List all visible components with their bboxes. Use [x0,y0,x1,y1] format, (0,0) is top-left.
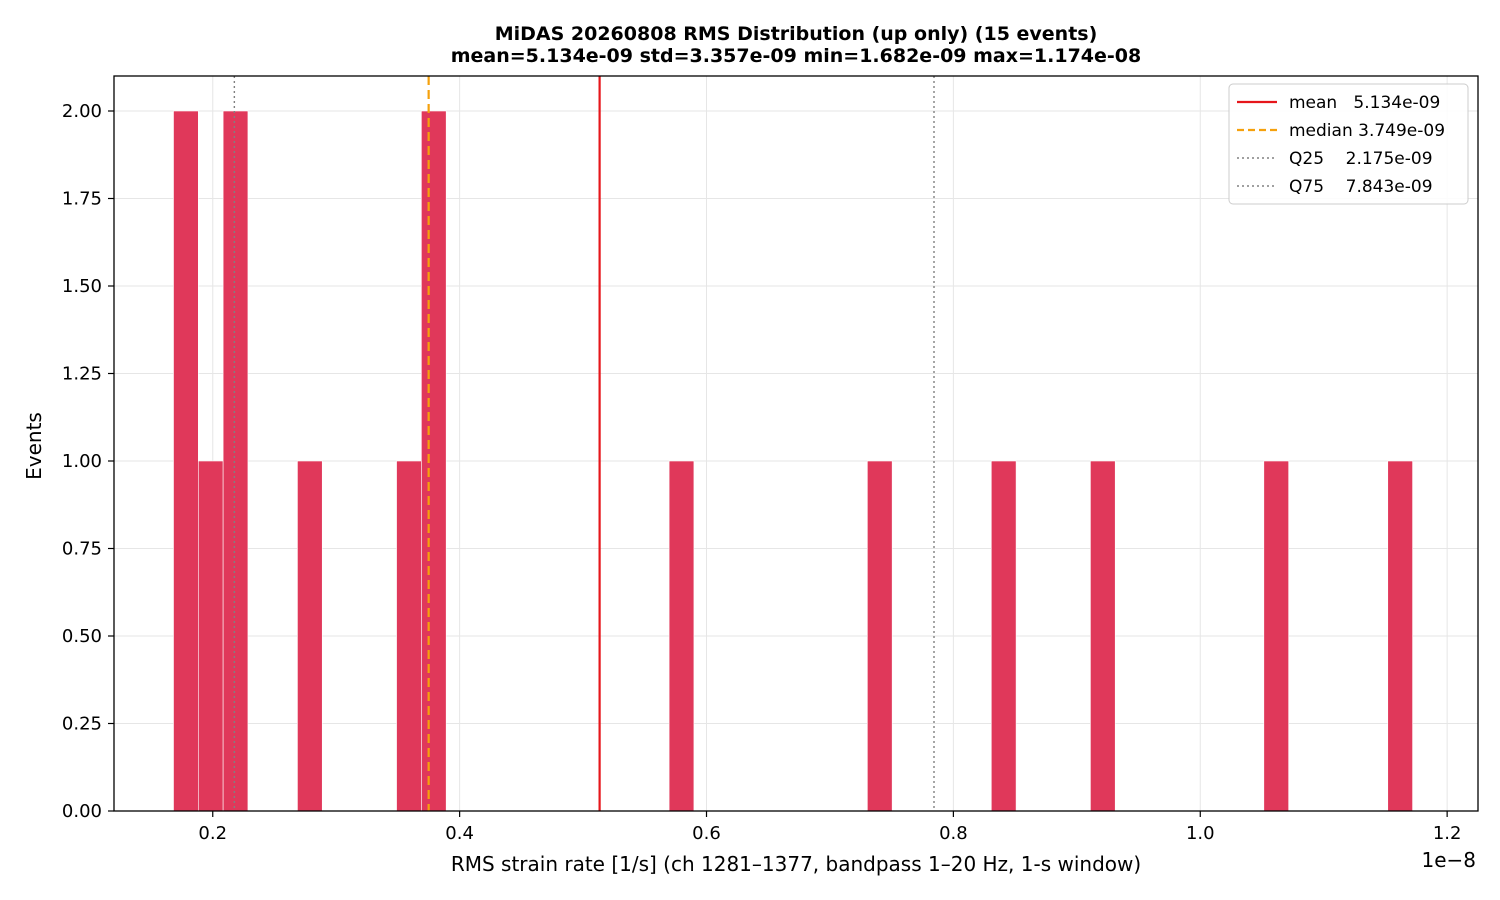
median-legend-label: median 3.749e-09 [1289,121,1445,141]
q75-legend-label: Q75 7.843e-09 [1289,177,1433,197]
histogram-bar [173,110,199,812]
histogram-bar [421,110,447,812]
x-tick-label: 1.2 [1433,823,1462,844]
histogram-bars [173,110,1413,812]
x-axis-offset-label: 1e−8 [1421,848,1476,872]
legend-box [1228,83,1469,205]
y-tick-label: 2.00 [62,101,102,122]
plot-frame [113,75,1479,812]
x-tick-label: 0.4 [445,823,474,844]
x-axis-ticks: 0.2 0.4 0.6 0.8 1.0 1.2 [198,811,1461,844]
y-axis-ticks: 0.00 0.25 0.50 0.75 1.00 1.25 1.50 1.75 2.00 [62,101,114,822]
chart-title: MiDAS 20260808 RMS Distribution (up only… [495,23,1098,45]
y-tick-label: 1.50 [62,276,102,297]
histogram-bar [1090,460,1116,812]
histogram-bar [867,460,893,812]
x-tick-label: 0.8 [939,823,968,844]
y-tick-label: 1.75 [62,189,102,210]
x-tick-label: 1.0 [1186,823,1215,844]
x-tick-label: 0.2 [198,823,227,844]
y-tick-label: 0.25 [62,714,102,735]
histogram-bar [198,460,224,812]
y-tick-label: 0.75 [62,539,102,560]
x-axis-label: RMS strain rate [1/s] (ch 1281–1377, ban… [451,852,1141,876]
reference-lines [233,76,935,811]
mean-legend-label: mean 5.134e-09 [1289,93,1440,113]
histogram-bar [222,110,249,812]
histogram-bar [1263,460,1289,812]
histogram-bar [1387,460,1413,812]
y-axis-label: Events [22,412,46,480]
histogram-bar [990,460,1017,812]
histogram-bar [297,460,323,812]
x-tick-label: 0.6 [692,823,721,844]
y-tick-label: 1.25 [62,364,102,385]
y-tick-label: 1.00 [62,451,102,472]
q25-legend-label: Q25 2.175e-09 [1289,149,1433,169]
y-tick-label: 0.00 [62,801,102,822]
chart-subtitle: mean=5.134e-09 std=3.357e-09 min=1.682e-… [451,45,1142,67]
histogram-bar [668,460,695,812]
histogram-bar [396,460,422,812]
legend: mean 5.134e-09 median 3.749e-09 Q25 2.175e… [1228,83,1469,205]
y-tick-label: 0.50 [62,626,102,647]
